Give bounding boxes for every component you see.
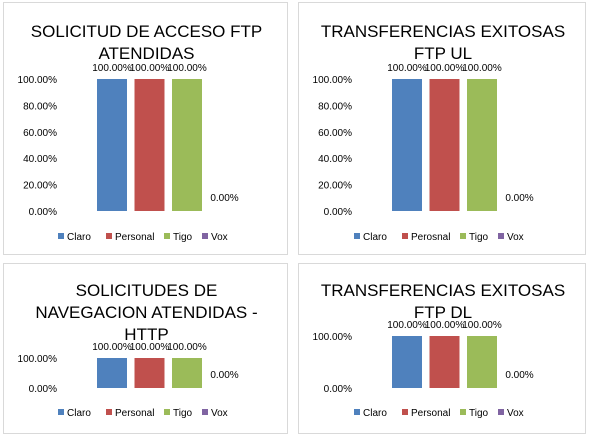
data-label: 100.00%: [462, 63, 502, 74]
bar-perosnal: [429, 79, 460, 211]
y-tick-label: 60.00%: [23, 128, 57, 139]
legend-swatch-personal: [106, 233, 112, 239]
y-tick-label: 60.00%: [318, 128, 352, 139]
legend-label: Tigo: [469, 408, 489, 419]
legend-label: Vox: [507, 408, 524, 419]
bar-tigo: [467, 336, 497, 388]
y-tick-label: 100.00%: [313, 75, 353, 86]
data-label: 100.00%: [425, 63, 465, 74]
bar-personal: [134, 358, 165, 388]
chart-title-line: FTP UL: [414, 44, 472, 63]
data-label: 100.00%: [130, 63, 170, 74]
bar-personal: [134, 79, 165, 211]
data-label: 0.00%: [505, 193, 533, 204]
legend-label: Tigo: [173, 408, 193, 419]
chart-ftp-access: SOLICITUD DE ACCESO FTP ATENDIDAS 0.00% 20.…: [18, 22, 263, 243]
data-label: 0.00%: [505, 370, 533, 381]
legend-swatch-vox: [498, 409, 504, 415]
legend-swatch-tigo: [164, 233, 170, 239]
data-label: 100.00%: [387, 320, 427, 331]
chart-http: SOLICITUDES DE NAVEGACION ATENDIDAS - HTTP…: [18, 281, 258, 419]
data-label: 100.00%: [387, 63, 427, 74]
y-tick-label: 40.00%: [318, 154, 352, 165]
chart-title-line: NAVEGACION ATENDIDAS -: [35, 303, 257, 322]
legend-swatch-claro: [354, 409, 360, 415]
legend-swatch-personal: [402, 409, 408, 415]
chart-title-line: TRANSFERENCIAS EXITOSAS: [321, 22, 565, 41]
bar-claro: [97, 358, 127, 388]
data-label: 100.00%: [92, 63, 132, 74]
legend-swatch-perosnal: [402, 233, 408, 239]
legend-label: Personal: [115, 232, 154, 243]
data-label: 100.00%: [462, 320, 502, 331]
legend-label: Claro: [363, 408, 387, 419]
legend-label: Claro: [363, 232, 387, 243]
legend-swatch-personal: [106, 409, 112, 415]
bar-claro: [97, 79, 127, 211]
chart-ftp-ul: TRANSFERENCIAS EXITOSAS FTP UL 0.00% 20.00%…: [313, 22, 566, 243]
y-tick-label: 0.00%: [29, 207, 57, 218]
chart-panel-ftp-dl: TRANSFERENCIAS EXITOSAS FTP DL 0.00% 100.00…: [298, 263, 586, 434]
chart-title-line: TRANSFERENCIAS EXITOSAS: [321, 281, 565, 300]
y-tick-label: 100.00%: [313, 332, 353, 343]
bar-claro: [392, 79, 422, 211]
data-label: 100.00%: [92, 342, 132, 353]
legend-label: Tigo: [469, 232, 489, 243]
y-tick-label: 20.00%: [318, 181, 352, 192]
y-tick-label: 0.00%: [324, 384, 352, 395]
y-tick-label: 100.00%: [18, 354, 58, 365]
legend-label: Claro: [67, 408, 91, 419]
legend-label: Vox: [211, 408, 228, 419]
legend-swatch-tigo: [164, 409, 170, 415]
data-label: 100.00%: [425, 320, 465, 331]
chart-title-line: SOLICITUDES DE: [76, 281, 218, 300]
y-tick-label: 80.00%: [23, 101, 57, 112]
legend-label: Perosnal: [411, 232, 450, 243]
chart-title-line: HTTP: [124, 325, 168, 344]
chart-panel-ftp-ul: TRANSFERENCIAS EXITOSAS FTP UL 0.00% 20.00%…: [298, 2, 586, 255]
chart-panel-http: SOLICITUDES DE NAVEGACION ATENDIDAS - HTTP…: [3, 263, 288, 434]
legend-label: Claro: [67, 232, 91, 243]
chart-panel-ftp-access: SOLICITUD DE ACCESO FTP ATENDIDAS 0.00% 20.…: [3, 2, 288, 255]
legend-label: Tigo: [173, 232, 193, 243]
data-label: 100.00%: [130, 342, 170, 353]
bar-personal: [429, 336, 460, 388]
bar-tigo: [172, 358, 202, 388]
legend-swatch-tigo: [460, 409, 466, 415]
y-tick-label: 100.00%: [18, 75, 58, 86]
legend-swatch-claro: [58, 233, 64, 239]
data-label: 0.00%: [210, 370, 238, 381]
data-label: 0.00%: [210, 193, 238, 204]
y-tick-label: 20.00%: [23, 181, 57, 192]
legend-swatch-claro: [354, 233, 360, 239]
chart-title-line: SOLICITUD DE ACCESO FTP: [31, 22, 262, 41]
bar-tigo: [172, 79, 202, 211]
legend-label: Personal: [115, 408, 154, 419]
legend-label: Vox: [211, 232, 228, 243]
y-tick-label: 0.00%: [29, 384, 57, 395]
legend-swatch-vox: [202, 409, 208, 415]
bar-claro: [392, 336, 422, 388]
data-label: 100.00%: [167, 342, 207, 353]
legend-swatch-tigo: [460, 233, 466, 239]
bar-tigo: [467, 79, 497, 211]
y-tick-label: 40.00%: [23, 154, 57, 165]
chart-title-line: FTP DL: [414, 303, 472, 322]
data-label: 100.00%: [167, 63, 207, 74]
chart-title-line: ATENDIDAS: [98, 44, 194, 63]
y-tick-label: 80.00%: [318, 101, 352, 112]
y-tick-label: 0.00%: [324, 207, 352, 218]
legend-swatch-vox: [202, 233, 208, 239]
chart-ftp-dl: TRANSFERENCIAS EXITOSAS FTP DL 0.00% 100.00…: [313, 281, 566, 419]
legend-label: Personal: [411, 408, 450, 419]
legend-swatch-claro: [58, 409, 64, 415]
legend-label: Vox: [507, 232, 524, 243]
legend-swatch-vox: [498, 233, 504, 239]
